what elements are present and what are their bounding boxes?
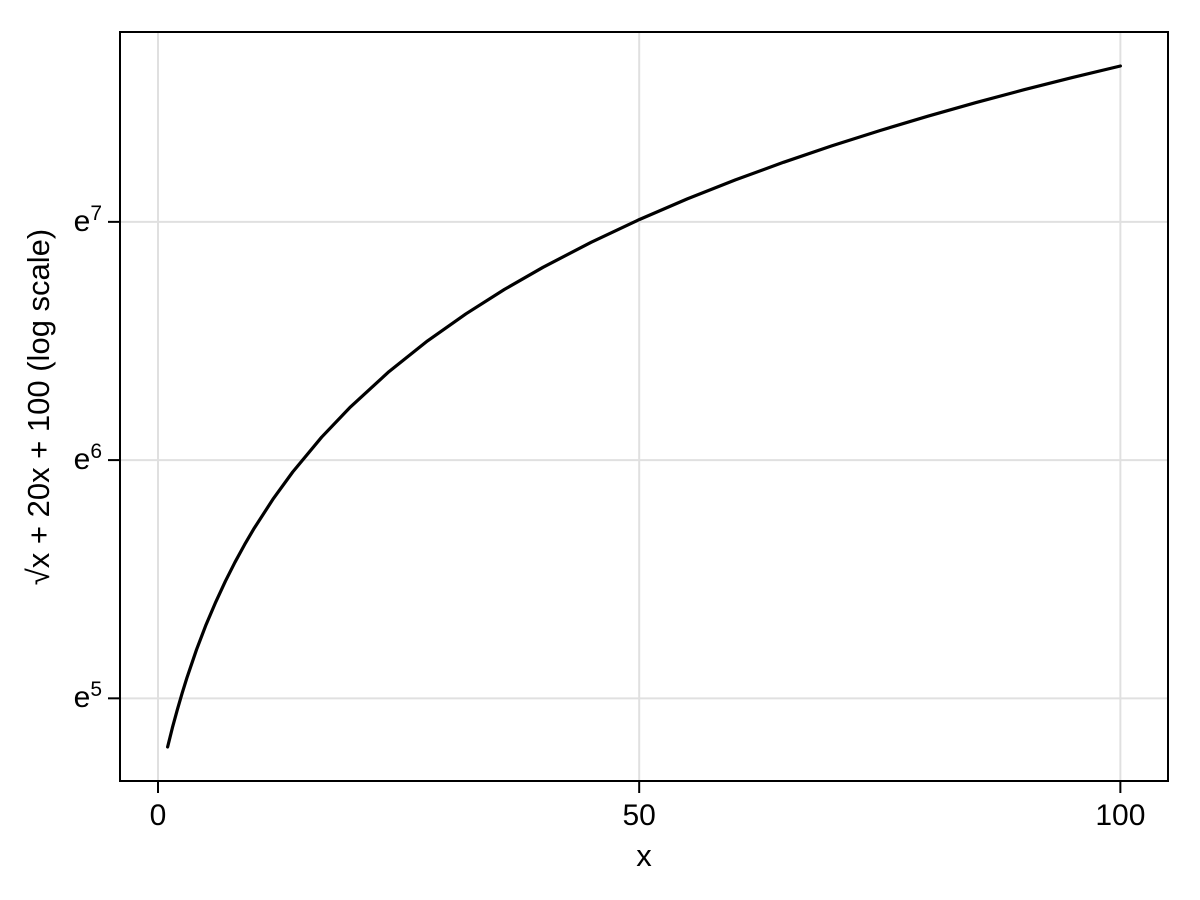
plot-frame: [119, 31, 1169, 782]
x-tick-label: 0: [149, 799, 167, 832]
y-axis-label: √x + 20x + 100 (log scale): [21, 228, 56, 585]
y-tick-label: e5: [73, 678, 102, 715]
y-tick-label: e6: [73, 440, 102, 477]
x-tick-label: 100: [1095, 799, 1146, 832]
x-axis-label: x: [636, 838, 652, 873]
data-line: [166, 64, 1123, 749]
x-tick-label: 50: [622, 799, 656, 832]
y-tick-label: e7: [73, 201, 102, 238]
